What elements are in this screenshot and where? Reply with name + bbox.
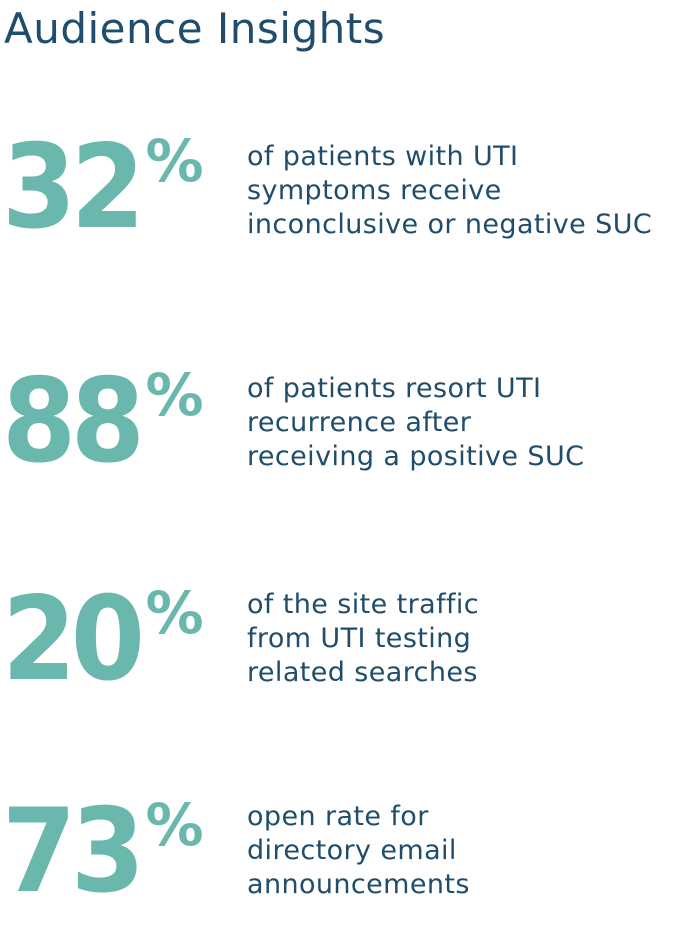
stat-block-3: 20% of the site traffic from UTI testing… xyxy=(0,580,696,720)
stat-description-line: from UTI testing xyxy=(247,623,472,654)
stat-value: 32 xyxy=(2,120,145,255)
percent-sign: % xyxy=(145,579,204,647)
stat-number: 20% xyxy=(2,580,204,700)
stat-description-line: of patients resort UTI xyxy=(247,373,542,404)
stat-description-line: of the site traffic xyxy=(247,589,480,620)
stat-value: 88 xyxy=(2,354,145,489)
stat-description-line: receiving a positive SUC xyxy=(247,441,585,472)
stat-block-4: 73% open rate for directory email announ… xyxy=(0,792,696,932)
stat-number: 88% xyxy=(2,362,204,482)
percent-sign: % xyxy=(145,791,204,859)
stat-description: open rate for directory email announceme… xyxy=(247,800,470,902)
stat-description-line: open rate for xyxy=(247,801,429,832)
stat-description-line: recurrence after xyxy=(247,407,472,438)
stat-number: 73% xyxy=(2,792,204,912)
stat-description-line: of patients with UTI xyxy=(247,141,519,172)
stat-description-line: directory email xyxy=(247,835,457,866)
stat-value: 20 xyxy=(2,572,145,707)
stat-block-1: 32% of patients with UTI symptoms receiv… xyxy=(0,128,696,268)
stat-description: of patients resort UTI recurrence after … xyxy=(247,372,584,474)
percent-sign: % xyxy=(145,361,204,429)
percent-sign: % xyxy=(145,127,204,195)
page-title: Audience Insights xyxy=(4,4,386,53)
stat-description: of the site traffic from UTI testing rel… xyxy=(247,588,479,690)
stat-description-line: announcements xyxy=(247,869,470,900)
stat-description-line: related searches xyxy=(247,657,478,688)
stat-number: 32% xyxy=(2,128,204,248)
stat-value: 73 xyxy=(2,784,145,919)
stat-description: of patients with UTI symptoms receive in… xyxy=(247,140,652,242)
stat-description-line: symptoms receive xyxy=(247,175,502,206)
stat-description-line: inconclusive or negative SUC xyxy=(247,209,653,240)
stat-block-2: 88% of patients resort UTI recurrence af… xyxy=(0,362,696,502)
